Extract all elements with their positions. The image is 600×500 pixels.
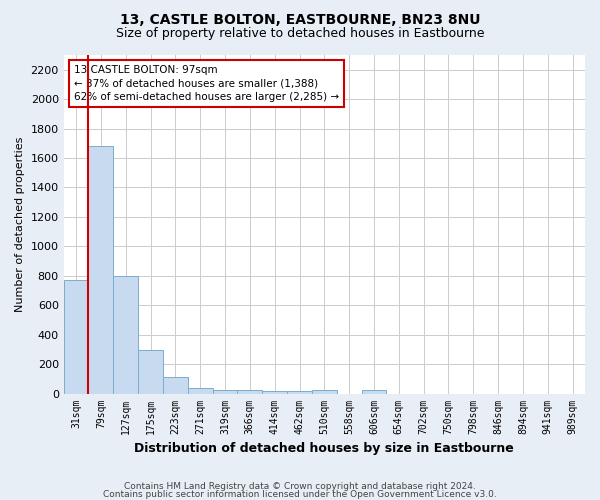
Bar bbox=[238, 390, 262, 394]
Y-axis label: Number of detached properties: Number of detached properties bbox=[15, 136, 25, 312]
Bar bbox=[188, 388, 212, 394]
Text: 13 CASTLE BOLTON: 97sqm
← 37% of detached houses are smaller (1,388)
62% of semi: 13 CASTLE BOLTON: 97sqm ← 37% of detache… bbox=[74, 65, 339, 102]
X-axis label: Distribution of detached houses by size in Eastbourne: Distribution of detached houses by size … bbox=[134, 442, 514, 455]
Bar bbox=[362, 390, 386, 394]
Text: Size of property relative to detached houses in Eastbourne: Size of property relative to detached ho… bbox=[116, 28, 484, 40]
Bar bbox=[138, 350, 163, 394]
Bar bbox=[88, 146, 113, 394]
Text: Contains HM Land Registry data © Crown copyright and database right 2024.: Contains HM Land Registry data © Crown c… bbox=[124, 482, 476, 491]
Text: Contains public sector information licensed under the Open Government Licence v3: Contains public sector information licen… bbox=[103, 490, 497, 499]
Bar bbox=[163, 378, 188, 394]
Bar bbox=[113, 276, 138, 394]
Bar bbox=[64, 280, 88, 394]
Bar bbox=[212, 390, 238, 394]
Text: 13, CASTLE BOLTON, EASTBOURNE, BN23 8NU: 13, CASTLE BOLTON, EASTBOURNE, BN23 8NU bbox=[120, 12, 480, 26]
Bar bbox=[262, 390, 287, 394]
Bar bbox=[312, 390, 337, 394]
Bar bbox=[287, 390, 312, 394]
